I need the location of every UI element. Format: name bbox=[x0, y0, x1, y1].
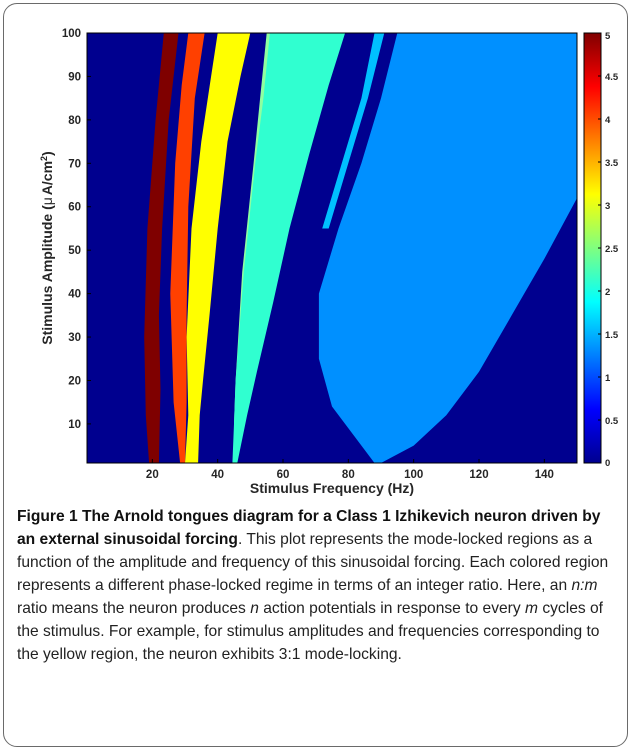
y-tick-label: 40 bbox=[68, 289, 81, 301]
y-tick-label: 10 bbox=[68, 419, 81, 431]
y-tick-label: 80 bbox=[68, 115, 81, 127]
caption-n: n bbox=[250, 600, 259, 617]
colorbar-tick-label: 0.5 bbox=[605, 416, 619, 427]
y-tick-label: 30 bbox=[68, 332, 81, 344]
y-tick-label: 70 bbox=[68, 158, 81, 170]
arnold-tongues-plot: 20 40 60 80 100 120 140 102030405060708090100 … bbox=[0, 0, 633, 500]
y-tick-label: 100 bbox=[62, 28, 81, 40]
caption-text-3: action potentials in response to every bbox=[259, 600, 525, 617]
caption-text-2: ratio means the neuron produces bbox=[17, 600, 250, 617]
colorbar-tick-label: 0 bbox=[605, 458, 610, 469]
colorbar-tick-label: 5 bbox=[605, 31, 611, 42]
x-axis-label: Stimulus Frequency (Hz) bbox=[250, 480, 414, 496]
y-tick-label: 60 bbox=[68, 202, 81, 214]
caption-ratio: n:m bbox=[571, 577, 597, 594]
colorbar-tick-label: 1.5 bbox=[605, 330, 619, 341]
x-tick-label: 40 bbox=[211, 469, 224, 481]
caption-m: m bbox=[525, 600, 538, 617]
x-tick-label: 140 bbox=[535, 469, 554, 481]
colorbar-tick-label: 2.5 bbox=[605, 244, 619, 255]
x-tick-label: 120 bbox=[469, 469, 488, 481]
y-tick-label: 50 bbox=[68, 245, 81, 257]
colorbar-tick-label: 3.5 bbox=[605, 158, 619, 169]
y-tick-label: 20 bbox=[68, 375, 81, 387]
colorbar-tick-label: 4 bbox=[605, 115, 611, 126]
y-axis-label: Stimulus Amplitude (μA/cm2) bbox=[39, 151, 55, 344]
colorbar-tick-label: 1 bbox=[605, 373, 611, 384]
figure-caption: Figure 1 The Arnold tongues diagram for … bbox=[17, 505, 615, 666]
colorbar-tick-label: 3 bbox=[605, 201, 610, 212]
y-tick-label: 90 bbox=[68, 71, 81, 83]
colorbar-tick-label: 4.5 bbox=[605, 72, 619, 83]
colorbar-tick-label: 2 bbox=[605, 287, 610, 298]
x-tick-label: 20 bbox=[146, 469, 159, 481]
